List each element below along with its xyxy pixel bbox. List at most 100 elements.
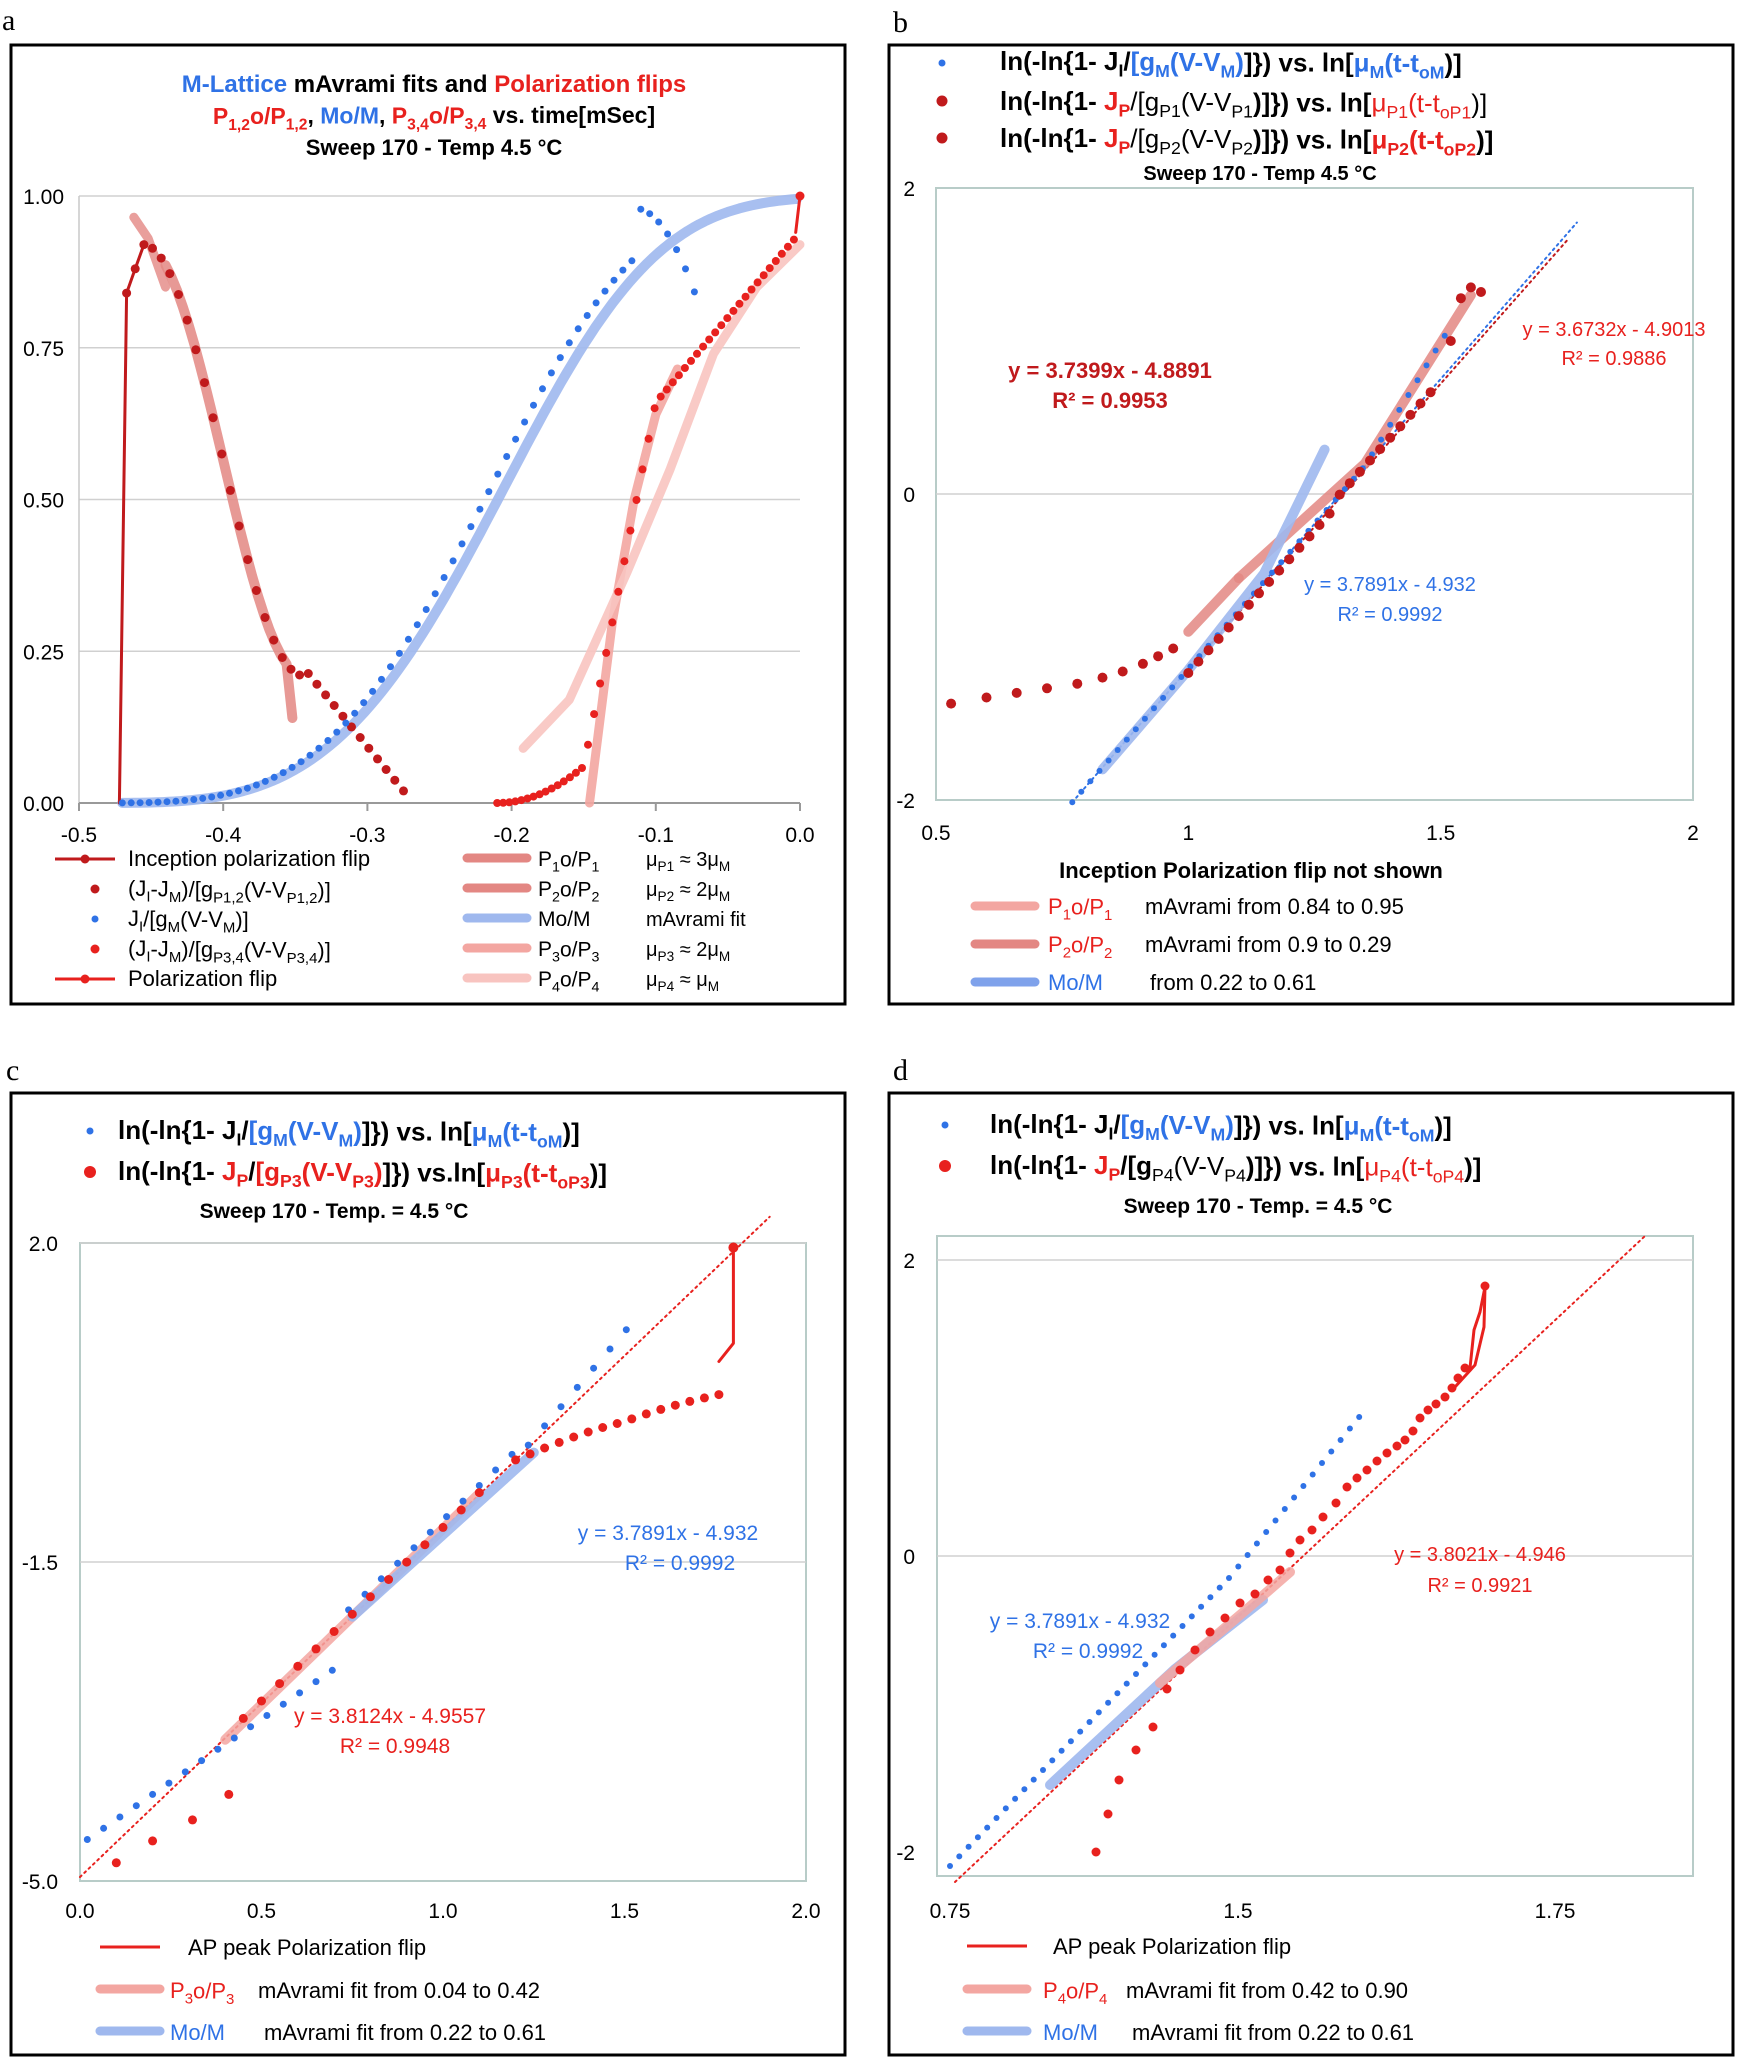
d-m-dot-9 [1030, 1776, 1037, 1783]
d-p4-dot-17 [1318, 1512, 1328, 1522]
c-m-dot-7 [198, 1757, 206, 1765]
d-m-dot-27 [1198, 1603, 1205, 1610]
a-inception-line [117, 291, 129, 805]
d-annot-eq-0: y = 3.8021x - 4.946 [1394, 1544, 1566, 1566]
b-p12-dot-11 [1193, 656, 1204, 667]
d-annot-r2-0: R² = 0.9921 [1427, 1575, 1532, 1597]
a-p34-dot-20 [614, 587, 623, 596]
d-flip-line [1453, 1284, 1487, 1389]
b-p12-dot-28 [1365, 455, 1375, 466]
panel-d-frame [887, 1091, 1735, 2057]
b-m-dot-6 [1123, 736, 1130, 743]
b-m-dot-2 [1087, 778, 1094, 785]
c-p3-dot-22 [569, 1432, 579, 1442]
d-p4-dot-3 [1131, 1745, 1141, 1755]
c-p3-dot-20 [540, 1443, 550, 1453]
a-p34-dot-17 [596, 679, 605, 688]
a-m-dot-59 [646, 210, 654, 218]
a-m-dot-40 [476, 505, 484, 513]
c-m-dot-33 [622, 1326, 630, 1334]
c-m-dot-13 [296, 1689, 304, 1697]
b-legend-label-0: P1o/P1 [1048, 894, 1112, 924]
b-p12-dot-3 [1042, 683, 1052, 694]
a-m-dot-63 [682, 265, 689, 273]
a-p34-dot-9 [547, 784, 556, 793]
b-p12-dot-0 [946, 698, 957, 709]
d-m-dot-21 [1142, 1661, 1149, 1668]
a-p12-dot-31 [390, 775, 400, 785]
c-p3-dot-29 [670, 1400, 680, 1410]
b-m-dot-3 [1096, 767, 1103, 774]
b-m-dot-38 [1414, 377, 1421, 384]
panel-letter-b: b [893, 6, 908, 39]
c-m-dot-23 [459, 1497, 467, 1505]
a-m-dot-36 [440, 574, 448, 581]
b-m-dot-7 [1132, 726, 1139, 733]
d-m-dot-32 [1244, 1552, 1251, 1558]
c-m-dot-19 [394, 1559, 402, 1567]
b-m-dot-5 [1114, 747, 1121, 753]
a-m-dot-56 [619, 266, 627, 274]
c-m-dot-8 [214, 1745, 222, 1753]
d-m-dot-7 [1012, 1795, 1019, 1802]
d-p4-dot-12 [1263, 1575, 1273, 1585]
a-xtick-label-0: -0.5 [61, 824, 97, 847]
a-p12-dot-28 [364, 743, 374, 753]
a-m-dot-62 [673, 246, 681, 254]
d-p4-dot-28 [1423, 1405, 1433, 1415]
a-m-dot-25 [342, 719, 350, 727]
b-trend-p1 [1187, 239, 1568, 671]
a-p34-dot-49 [789, 235, 798, 244]
panel-c-frame [9, 1091, 847, 2057]
c-m-dot-25 [492, 1466, 500, 1474]
d-flip-dot [1480, 1281, 1490, 1291]
c-flip-line [717, 1246, 735, 1363]
a-m-dot-4 [154, 798, 162, 806]
c-legend-flip: AP peak Polarization flip [188, 1935, 426, 1960]
b-m-dot-36 [1396, 406, 1403, 413]
c-p3-dot-13 [402, 1557, 412, 1567]
c-m-dot-4 [149, 1790, 157, 1798]
d-p4-dot-18 [1331, 1498, 1341, 1508]
b-p12-dot-9 [1168, 643, 1179, 654]
a-p12-dot-20 [295, 670, 305, 680]
a-m-dot-3 [145, 799, 153, 806]
d-ytick-label-0: -2 [896, 1842, 915, 1865]
d-m-dot-36 [1281, 1506, 1288, 1512]
b-p12-dot-10 [1183, 668, 1194, 678]
c-p3-dot-31 [699, 1393, 709, 1403]
a-p34-dot-16 [590, 710, 599, 719]
c-ytick-label-1: -1.5 [22, 1552, 58, 1575]
a-m-dot-26 [351, 709, 359, 717]
a-p12-dot-8 [191, 345, 201, 355]
b-p12-dot-30 [1385, 432, 1396, 443]
a-p34-dot-33 [693, 349, 701, 358]
b-annot-eq-2: y = 3.7891x - 4.932 [1304, 574, 1476, 596]
a-p12-dot-32 [399, 786, 408, 796]
b-p12-dot-25 [1334, 489, 1345, 500]
b-m-dot-12 [1178, 674, 1185, 680]
b-legend-text-2: from 0.22 to 0.61 [1150, 970, 1316, 995]
a-m-dot-58 [637, 205, 645, 213]
a-legend-fit-label-2: Mo/M [538, 908, 591, 931]
c-p3-dot-23 [583, 1427, 593, 1437]
b-p12-dot-2 [1011, 687, 1022, 698]
a-p34-dot-0 [493, 799, 502, 807]
a-p34-dot-14 [578, 764, 586, 772]
a-flip-dot [795, 191, 805, 201]
b-xtick-label-1: 1 [1182, 822, 1194, 845]
c-ytick-label-0: -5.0 [22, 1871, 58, 1894]
c-m-dot-20 [410, 1544, 418, 1552]
a-p34-dot-25 [644, 434, 653, 443]
a-m-dot-8 [190, 796, 198, 803]
b-p12-dot-38 [1476, 287, 1486, 297]
b-m-dot-22 [1269, 569, 1276, 576]
b-p12-dot-26 [1344, 478, 1355, 489]
d-m-dot-0 [947, 1863, 953, 1869]
b-m-dot-41 [1441, 332, 1448, 339]
c-title-line2: ln(-ln{1- JP/[gP3(V-VP3)]}) vs.ln[μP3(t-… [118, 1156, 607, 1193]
a-legend-p34-dot [90, 944, 100, 954]
d-m-dot-37 [1291, 1494, 1298, 1501]
a-m-dot-44 [512, 435, 520, 443]
c-p3-dot-18 [511, 1455, 521, 1465]
